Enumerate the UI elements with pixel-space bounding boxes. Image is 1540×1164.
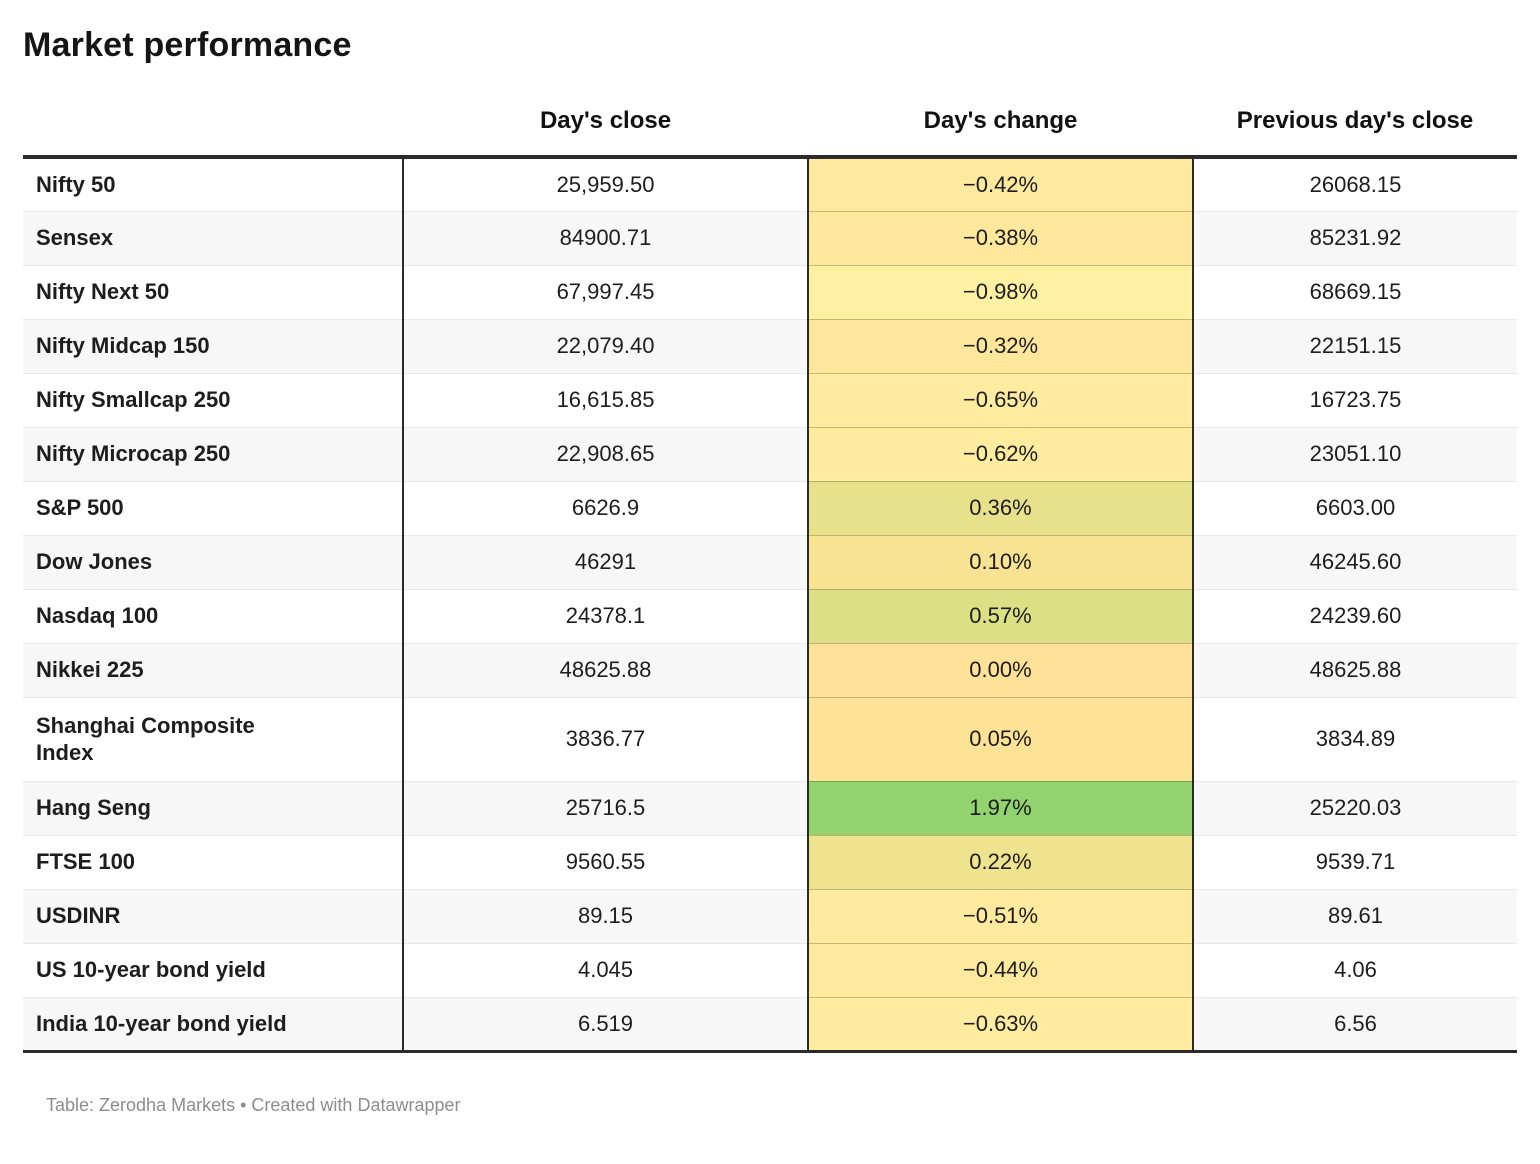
table-row: Shanghai Composite Index 3836.77 0.05% 3…: [23, 697, 1517, 782]
days-change-value: −0.32%: [807, 319, 1194, 374]
row-label: USDINR: [23, 889, 404, 944]
row-label: Nifty Midcap 150: [23, 319, 404, 374]
data-table: Day's close Day's change Previous day's …: [23, 107, 1517, 1053]
days-close-value: 9560.55: [403, 835, 808, 890]
previous-days-close-value: 89.61: [1193, 889, 1517, 944]
previous-days-close-value: 68669.15: [1193, 265, 1517, 320]
days-close-value: 6626.9: [403, 481, 808, 536]
row-label: Nasdaq 100: [23, 589, 404, 644]
table-row: US 10-year bond yield 4.045 −0.44% 4.06: [23, 943, 1517, 998]
previous-days-close-value: 22151.15: [1193, 319, 1517, 374]
row-label: Sensex: [23, 211, 404, 266]
page-title: Market performance: [23, 26, 352, 64]
row-label: Shanghai Composite Index: [23, 697, 404, 782]
table-row: Sensex 84900.71 −0.38% 85231.92: [23, 211, 1517, 266]
row-label: Nifty Smallcap 250: [23, 373, 404, 428]
table-row: Nifty Smallcap 250 16,615.85 −0.65% 1672…: [23, 373, 1517, 428]
row-label: Nifty 50: [23, 155, 404, 212]
days-close-value: 22,908.65: [403, 427, 808, 482]
previous-days-close-value: 85231.92: [1193, 211, 1517, 266]
column-header-days-change: Day's change: [808, 107, 1193, 157]
days-close-value: 46291: [403, 535, 808, 590]
attribution-footer: Table: Zerodha Markets • Created with Da…: [46, 1094, 461, 1115]
previous-days-close-value: 24239.60: [1193, 589, 1517, 644]
previous-days-close-value: 26068.15: [1193, 155, 1517, 212]
days-close-value: 67,997.45: [403, 265, 808, 320]
days-close-value: 89.15: [403, 889, 808, 944]
previous-days-close-value: 6603.00: [1193, 481, 1517, 536]
table-row: FTSE 100 9560.55 0.22% 9539.71: [23, 835, 1517, 890]
table-row: Nifty Midcap 150 22,079.40 −0.32% 22151.…: [23, 319, 1517, 374]
row-label: Nikkei 225: [23, 643, 404, 698]
table-row: S&P 500 6626.9 0.36% 6603.00: [23, 481, 1517, 536]
days-change-value: −0.42%: [807, 155, 1194, 212]
days-change-value: −0.65%: [807, 373, 1194, 428]
table-row: Nifty Microcap 250 22,908.65 −0.62% 2305…: [23, 427, 1517, 482]
table-row: Nifty 50 25,959.50 −0.42% 26068.15: [23, 155, 1517, 212]
days-close-value: 4.045: [403, 943, 808, 998]
column-header-previous-days-close: Previous day's close: [1193, 107, 1517, 157]
table-row: Nasdaq 100 24378.1 0.57% 24239.60: [23, 589, 1517, 644]
days-close-value: 6.519: [403, 997, 808, 1053]
days-change-value: 0.10%: [807, 535, 1194, 590]
days-close-value: 25,959.50: [403, 155, 808, 212]
previous-days-close-value: 3834.89: [1193, 697, 1517, 782]
days-close-value: 24378.1: [403, 589, 808, 644]
table-row: Nikkei 225 48625.88 0.00% 48625.88: [23, 643, 1517, 698]
row-label: Hang Seng: [23, 781, 404, 836]
table-row: India 10-year bond yield 6.519 −0.63% 6.…: [23, 997, 1517, 1053]
table-row: USDINR 89.15 −0.51% 89.61: [23, 889, 1517, 944]
previous-days-close-value: 9539.71: [1193, 835, 1517, 890]
header-row: Day's close Day's change Previous day's …: [23, 107, 1517, 157]
row-label: FTSE 100: [23, 835, 404, 890]
row-label: US 10-year bond yield: [23, 943, 404, 998]
days-change-value: 0.57%: [807, 589, 1194, 644]
days-change-value: −0.51%: [807, 889, 1194, 944]
market-performance-table: Market performance Day's close Day's cha…: [23, 26, 1517, 1115]
column-header-empty: [23, 107, 403, 157]
previous-days-close-value: 4.06: [1193, 943, 1517, 998]
days-change-value: 0.22%: [807, 835, 1194, 890]
previous-days-close-value: 25220.03: [1193, 781, 1517, 836]
previous-days-close-value: 23051.10: [1193, 427, 1517, 482]
days-change-value: 0.00%: [807, 643, 1194, 698]
days-close-value: 22,079.40: [403, 319, 808, 374]
row-label: Dow Jones: [23, 535, 404, 590]
days-close-value: 84900.71: [403, 211, 808, 266]
table-row: Hang Seng 25716.5 1.97% 25220.03: [23, 781, 1517, 836]
days-close-value: 25716.5: [403, 781, 808, 836]
days-change-value: 0.36%: [807, 481, 1194, 536]
days-change-value: −0.98%: [807, 265, 1194, 320]
days-change-value: 0.05%: [807, 697, 1194, 782]
row-label: Nifty Next 50: [23, 265, 404, 320]
previous-days-close-value: 6.56: [1193, 997, 1517, 1053]
days-close-value: 48625.88: [403, 643, 808, 698]
days-close-value: 3836.77: [403, 697, 808, 782]
previous-days-close-value: 46245.60: [1193, 535, 1517, 590]
days-change-value: −0.63%: [807, 997, 1194, 1053]
table-row: Dow Jones 46291 0.10% 46245.60: [23, 535, 1517, 590]
previous-days-close-value: 48625.88: [1193, 643, 1517, 698]
days-change-value: −0.62%: [807, 427, 1194, 482]
previous-days-close-value: 16723.75: [1193, 373, 1517, 428]
row-label: Nifty Microcap 250: [23, 427, 404, 482]
row-label: S&P 500: [23, 481, 404, 536]
column-header-days-close: Day's close: [403, 107, 808, 157]
days-change-value: −0.44%: [807, 943, 1194, 998]
table-row: Nifty Next 50 67,997.45 −0.98% 68669.15: [23, 265, 1517, 320]
row-label: India 10-year bond yield: [23, 997, 404, 1053]
days-change-value: −0.38%: [807, 211, 1194, 266]
days-close-value: 16,615.85: [403, 373, 808, 428]
days-change-value: 1.97%: [807, 781, 1194, 836]
